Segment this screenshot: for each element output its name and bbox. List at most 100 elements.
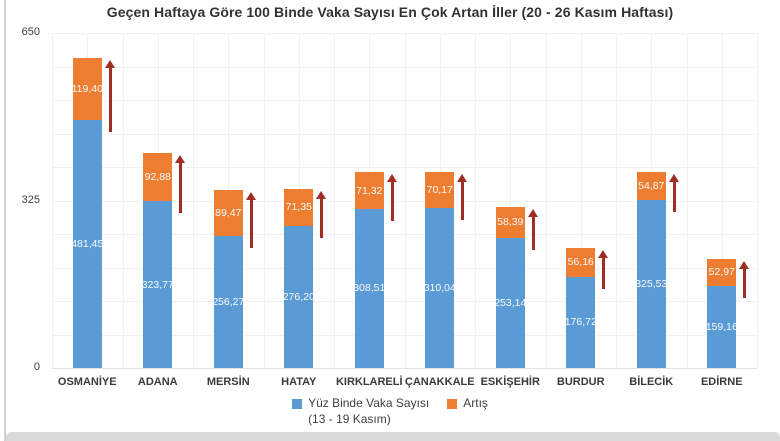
- bar-segment-cases: 310,04: [423, 208, 456, 368]
- arrow-head: [245, 191, 256, 200]
- bar-value-label-cases: 159,16: [705, 320, 738, 333]
- arrow-head: [739, 260, 750, 269]
- bar-value-label-increase: 89,47: [215, 206, 242, 219]
- x-axis-label: OSMANİYE: [57, 376, 117, 388]
- increase-arrow-icon: [598, 249, 609, 289]
- bar-value-label-cases: 253,14: [494, 296, 527, 309]
- bar-value-label-cases: 325,53: [635, 278, 668, 291]
- bar-value-label-increase: 52,97: [708, 266, 735, 279]
- bar-segment-increase: 92,88: [143, 153, 173, 202]
- gridline-horizontal: [52, 334, 757, 336]
- arrow-stem: [672, 179, 676, 213]
- arrow-head: [386, 174, 397, 183]
- arrow-stem: [461, 180, 465, 221]
- bar-value-label-cases: 276,20: [282, 290, 315, 303]
- gridline-horizontal: [52, 200, 757, 202]
- bar-value-label-cases: 481,45: [71, 237, 104, 250]
- arrow-stem: [602, 255, 606, 289]
- gridline-horizontal: [52, 100, 757, 101]
- gridline-horizontal: [52, 368, 757, 369]
- gridline-horizontal: [52, 167, 757, 168]
- x-axis-label: KIRKLARELİ: [335, 376, 403, 388]
- page-left-divider: [4, 0, 6, 441]
- increase-arrow-icon: [104, 60, 116, 132]
- increase-arrow-icon: [668, 173, 680, 213]
- bar-value-label-increase: 70,17: [426, 184, 453, 197]
- arrow-stem: [108, 66, 112, 132]
- gridline-horizontal: [52, 234, 757, 235]
- arrow-stem: [320, 196, 324, 238]
- gridline-horizontal: [52, 301, 757, 302]
- arrow-head: [598, 249, 609, 258]
- gridline-horizontal: [52, 267, 757, 269]
- arrow-head: [104, 60, 115, 69]
- bottom-divider: [6, 432, 780, 441]
- x-axis-label: MERSİN: [206, 376, 250, 388]
- bar-segment-increase: 89,47: [213, 189, 243, 236]
- legend-swatch-cases-icon: [292, 399, 303, 409]
- bar-segment-cases: 276,20: [282, 225, 315, 368]
- increase-arrow-icon: [245, 191, 257, 248]
- legend-swatch-increase-icon: [447, 399, 458, 409]
- arrow-stem: [179, 161, 183, 214]
- bar-value-label-increase: 92,88: [144, 171, 171, 184]
- y-tick-label: 325: [21, 193, 40, 206]
- x-axis-label: HATAY: [281, 376, 317, 388]
- x-axis-label: ESKİŞEHİR: [480, 376, 540, 388]
- arrow-head: [175, 155, 186, 164]
- bar-segment-increase: 58,39: [495, 207, 525, 238]
- bar-segment-cases: 308,51: [353, 208, 386, 368]
- bar-segment-increase: 70,17: [425, 172, 455, 209]
- bar-segment-cases: 325,53: [635, 200, 668, 368]
- bar-value-label-increase: 71,35: [285, 201, 312, 214]
- gridline-horizontal: [52, 66, 757, 68]
- legend-entry-increase: Artış: [447, 396, 488, 410]
- bar-value-label-increase: 71,32: [356, 184, 383, 197]
- bar-value-label-increase: 119,40: [71, 83, 103, 96]
- legend-label-increase: Artış: [463, 396, 488, 410]
- bar-segment-increase: 56,16: [566, 247, 596, 277]
- bar-segment-increase: 71,35: [284, 188, 314, 226]
- arrow-head: [527, 209, 538, 218]
- bar-value-label-cases: 176,72: [564, 316, 597, 329]
- gridline-horizontal: [52, 33, 757, 34]
- bar-segment-increase: 52,97: [707, 258, 737, 286]
- bar-value-label-cases: 256,27: [212, 295, 245, 308]
- increase-arrow-icon: [316, 190, 327, 238]
- chart-title: Geçen Haftaya Göre 100 Binde Vaka Sayısı…: [106, 4, 674, 20]
- gridline-horizontal: [52, 133, 757, 135]
- bar-segment-increase: 71,32: [354, 172, 384, 209]
- plot-area: 481,45 119,40 OSMANİYE 323,77 92,88 ADANA 256,…: [52, 33, 758, 388]
- y-tick-label: 650: [21, 26, 40, 38]
- x-axis-label: ADANA: [137, 376, 178, 388]
- chart-legend: Yüz Binde Vaka Sayısı (13 - 19 Kasım) Ar…: [0, 396, 780, 426]
- bar-value-label-increase: 54,87: [638, 180, 665, 193]
- arrow-head: [668, 173, 679, 182]
- increase-arrow-icon: [527, 209, 539, 250]
- bar-segment-increase: 54,87: [636, 171, 666, 201]
- arrow-head: [316, 190, 327, 199]
- bar-segment-increase: 119,40: [71, 58, 103, 120]
- arrow-stem: [531, 215, 535, 250]
- x-axis-label: BİLECİK: [629, 376, 674, 388]
- bar-segment-cases: 256,27: [212, 235, 245, 368]
- bar-segment-cases: 253,14: [494, 237, 527, 368]
- bar-value-label-increase: 56,16: [567, 256, 594, 269]
- increase-arrow-icon: [739, 260, 750, 298]
- gridline-vertical: [757, 33, 758, 368]
- x-axis-label: BURDUR: [556, 376, 605, 388]
- bar-segment-cases: 323,77: [141, 201, 174, 368]
- bar-segment-cases: 176,72: [564, 276, 597, 368]
- bar-segment-cases: 481,45: [71, 119, 104, 368]
- arrow-stem: [249, 197, 253, 248]
- bar-value-label-cases: 308,51: [353, 282, 386, 295]
- x-axis-label: ÇANAKKALE: [404, 376, 475, 388]
- arrow-head: [457, 174, 468, 183]
- legend-label-cases: Yüz Binde Vaka Sayısı: [308, 396, 430, 410]
- bar-value-label-cases: 323,77: [141, 278, 174, 291]
- arrow-stem: [743, 266, 747, 298]
- legend-label-cases-period: (13 - 19 Kasım): [308, 412, 391, 426]
- bar-value-label-cases: 310,04: [423, 282, 456, 295]
- increase-arrow-icon: [386, 174, 398, 221]
- x-axis-label: EDİRNE: [700, 376, 743, 388]
